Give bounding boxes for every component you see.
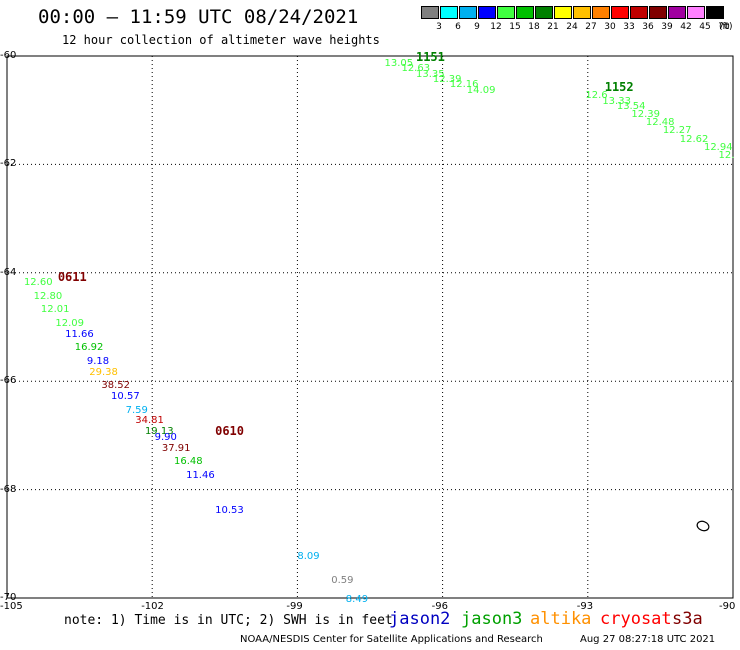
lat-tick-label: -60 xyxy=(0,50,17,61)
satellite-name: cryosat xyxy=(600,609,672,629)
legend-label: 70 xyxy=(718,22,730,32)
wave-height-point: 9.90 xyxy=(154,431,177,443)
wave-height-point: 11.66 xyxy=(65,328,94,340)
legend-swatch xyxy=(459,6,477,19)
lat-tick-label: -70 xyxy=(0,592,17,603)
wave-height-point: 12.6 xyxy=(585,90,608,102)
legend-label: 42 xyxy=(680,22,692,32)
legend-label: 27 xyxy=(585,22,597,32)
legend-swatch xyxy=(440,6,458,19)
lat-tick-label: -66 xyxy=(0,375,17,387)
wave-height-point: 8.09 xyxy=(297,550,320,562)
wave-height-point: 12.27 xyxy=(662,125,692,137)
lon-tick-label: -90 xyxy=(719,601,736,612)
legend-label: 12 xyxy=(490,22,502,32)
wave-height-point: 12.60 xyxy=(23,277,53,289)
legend-label: 6 xyxy=(455,22,461,32)
page-title: 00:00 – 11:59 UTC 08/24/2021 xyxy=(38,6,359,28)
wave-height-point: 12.63 xyxy=(401,63,431,75)
lat-tick-label: -62 xyxy=(0,158,17,170)
wave-height-point: 19.13 xyxy=(144,426,174,438)
wave-height-point: 16.92 xyxy=(74,342,104,354)
legend-swatch xyxy=(687,6,705,19)
lon-tick-label: -99 xyxy=(286,601,303,612)
pass-number-label: 1151 xyxy=(415,50,445,64)
legend-swatch xyxy=(649,6,667,19)
map-frame xyxy=(6,55,734,599)
legend-label: 18 xyxy=(528,22,540,32)
satellite-name: jason3 xyxy=(461,609,523,629)
legend-label: 36 xyxy=(642,22,654,32)
wave-height-point: 8.49 xyxy=(345,594,369,606)
timestamp-text: Aug 27 08:27:18 UTC 2021 xyxy=(580,634,716,645)
wave-height-point: 12.80 xyxy=(33,290,63,302)
legend-swatch xyxy=(535,6,553,19)
legend-swatch xyxy=(554,6,572,19)
legend-label: 21 xyxy=(547,22,559,32)
legend-swatch xyxy=(592,6,610,19)
legend-swatch xyxy=(478,6,496,19)
wave-height-point: 13.35 xyxy=(415,68,445,80)
wave-height-point: 7.59 xyxy=(125,404,148,416)
legend-label: 3 xyxy=(436,22,442,32)
lon-tick-label: -102 xyxy=(141,601,164,612)
legend-swatch xyxy=(516,6,534,19)
satellite-name: s3a xyxy=(672,609,703,629)
legend-label: 45 xyxy=(699,22,711,32)
wave-height-point: 16.48 xyxy=(173,456,203,468)
lon-tick-label: -96 xyxy=(431,601,448,612)
island-outline xyxy=(696,520,710,532)
wave-height-point: 12.48 xyxy=(645,117,675,129)
wave-height-point: 37.91 xyxy=(161,442,191,454)
wave-height-point: 13.54 xyxy=(616,101,646,113)
satellite-name: jason2 xyxy=(389,609,451,629)
legend-swatch xyxy=(706,6,724,19)
wave-height-point: 12.94 xyxy=(703,141,733,153)
legend-swatch xyxy=(668,6,686,19)
legend-label: 15 xyxy=(509,22,521,32)
credit-text: NOAA/NESDIS Center for Satellite Applica… xyxy=(240,634,543,645)
wave-height-point: 9.18 xyxy=(86,355,110,367)
wave-height-point: 12.39 xyxy=(631,109,660,121)
wave-height-point: 13.05 xyxy=(384,57,414,69)
footnote: note: 1) Time is in UTC; 2) SWH is in fe… xyxy=(64,613,393,628)
wave-height-point: 12.39 xyxy=(432,73,462,85)
legend-label: 33 xyxy=(623,22,635,32)
legend-unit: (ft) xyxy=(719,22,733,32)
legend-swatch xyxy=(630,6,648,19)
legend-swatch xyxy=(611,6,629,19)
legend-label: 9 xyxy=(474,22,480,32)
wave-height-point: 12.16 xyxy=(449,79,479,91)
legend-label: 30 xyxy=(604,22,616,32)
satellite-name: altika xyxy=(530,609,592,629)
pass-number-label: 1152 xyxy=(604,79,634,94)
lon-tick-label: -105 xyxy=(0,601,23,612)
wave-height-point: 34.81 xyxy=(135,415,164,427)
legend-swatch xyxy=(573,6,591,19)
legend-swatch xyxy=(421,6,439,19)
wave-height-point: 14.09 xyxy=(466,84,496,96)
wave-height-point: 13.33 xyxy=(602,95,631,107)
legend-label: 39 xyxy=(661,22,673,32)
lon-tick-label: -93 xyxy=(576,601,594,612)
lat-tick-label: -68 xyxy=(0,483,17,495)
pass-number-label: 0610 xyxy=(215,423,245,438)
wave-height-point: 29.38 xyxy=(89,366,118,378)
wave-height-point: 12.01 xyxy=(40,304,70,316)
wave-height-point: 12.62 xyxy=(679,133,709,145)
wave-height-point: 38.52 xyxy=(101,380,131,392)
wave-height-point: 10.57 xyxy=(111,391,140,403)
lat-tick-label: -64 xyxy=(0,266,17,278)
legend-label: 24 xyxy=(566,22,578,32)
wave-height-point: 12. xyxy=(718,149,735,161)
pass-number-label: 0611 xyxy=(57,269,87,284)
wave-height-point: 10.53 xyxy=(215,504,244,516)
legend-swatch xyxy=(497,6,515,19)
wave-height-point: 12.09 xyxy=(55,317,85,329)
page-subtitle: 12 hour collection of altimeter wave hei… xyxy=(62,33,380,47)
wave-height-point: 0.59 xyxy=(331,575,354,587)
wave-height-point: 11.46 xyxy=(186,469,215,481)
